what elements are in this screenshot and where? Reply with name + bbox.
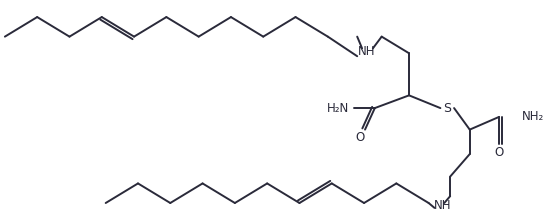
Text: O: O — [355, 131, 365, 144]
Text: O: O — [494, 146, 504, 159]
Text: NH: NH — [434, 199, 451, 213]
Text: H₂N: H₂N — [326, 101, 349, 115]
Text: NH₂: NH₂ — [522, 110, 544, 123]
Text: NH: NH — [358, 45, 376, 58]
Text: S: S — [443, 101, 451, 115]
